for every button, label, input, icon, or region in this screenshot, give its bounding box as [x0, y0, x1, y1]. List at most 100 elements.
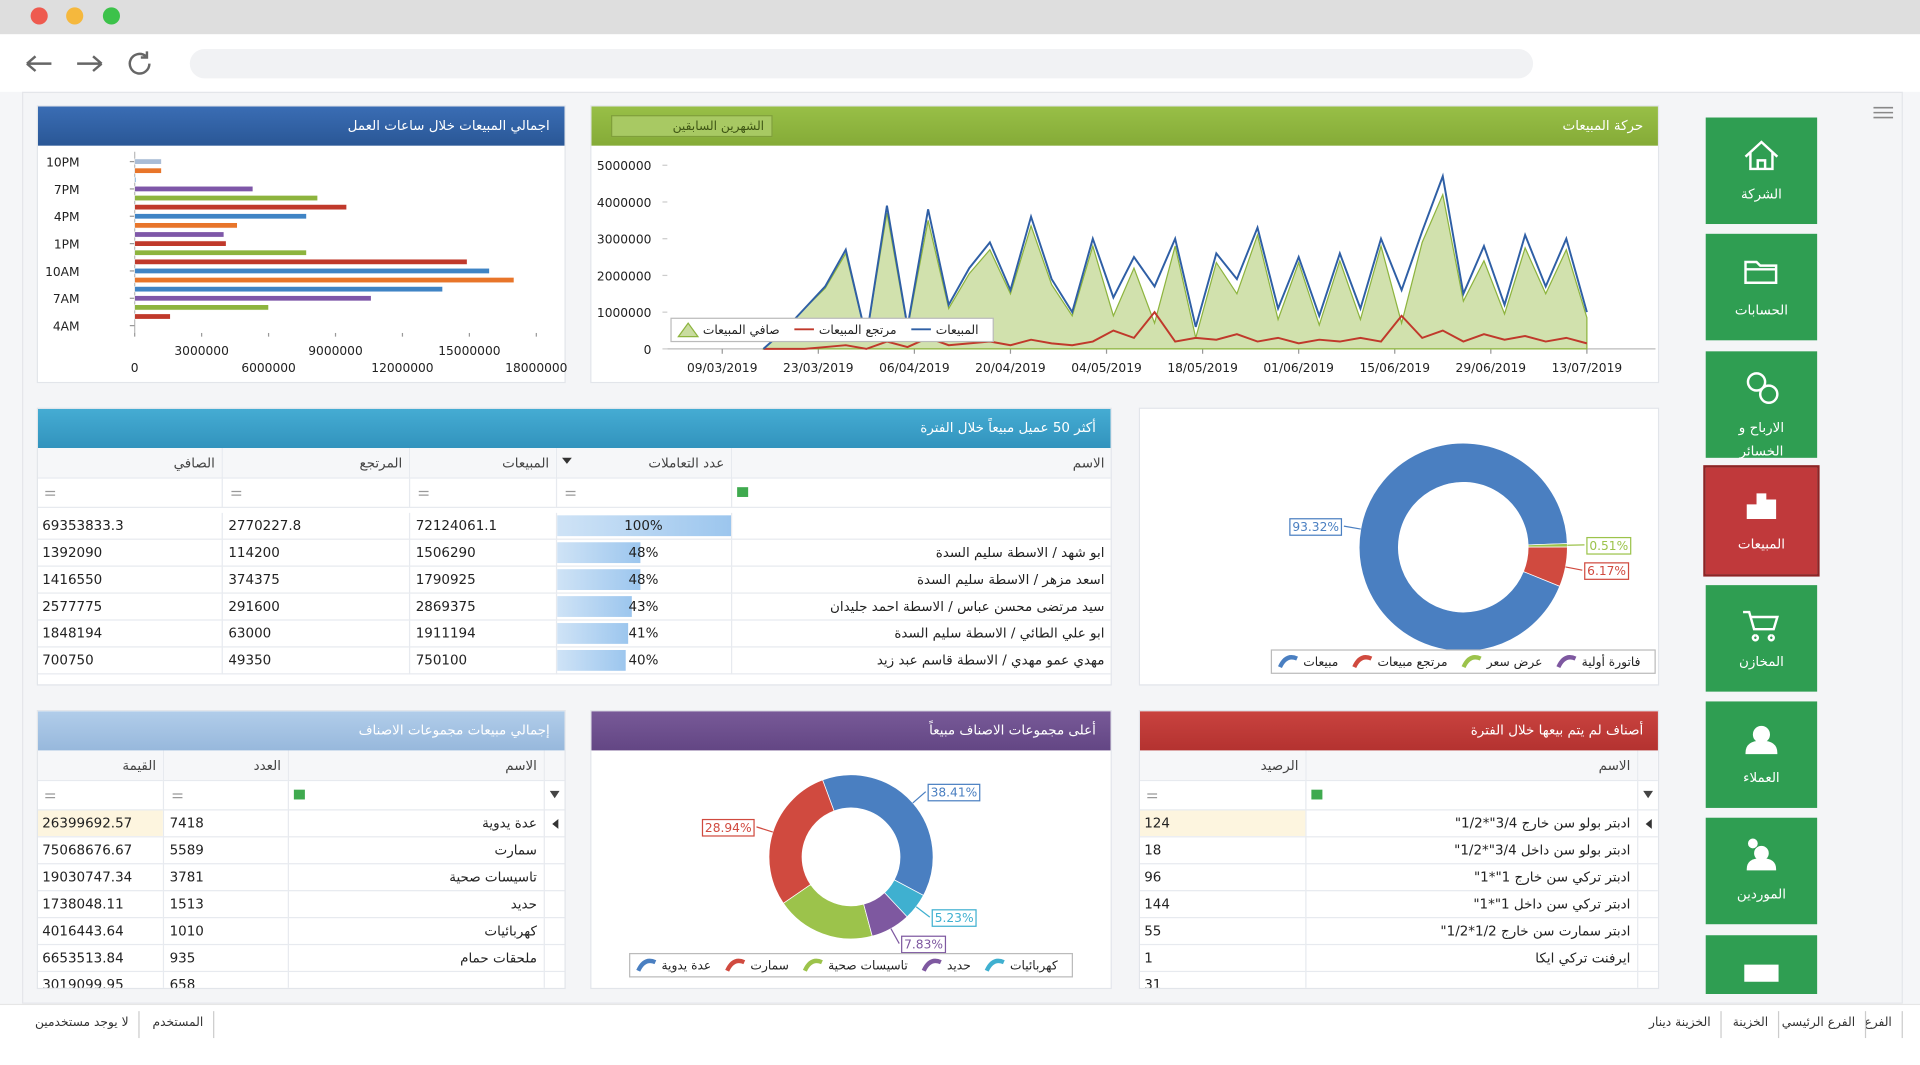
sidebar-button[interactable]: العملاء — [1705, 701, 1818, 808]
text-cell: تاسيسات صحية — [287, 863, 544, 892]
number-cell: 124 — [1140, 809, 1306, 838]
sidebar-button[interactable]: المبيعات — [1703, 465, 1820, 577]
filter-row — [1140, 780, 1658, 811]
close-button[interactable] — [30, 7, 48, 25]
data-row: ادبتر بولو سن خارج 3/4"*1/2" 124 — [1140, 809, 1658, 838]
row-indicator — [543, 863, 565, 892]
filter-equals — [1146, 793, 1157, 799]
text-cell — [730, 512, 1111, 540]
filter-type-icon — [293, 789, 305, 800]
filter-indicator — [1636, 780, 1658, 811]
number-cell: 26399692.57 — [37, 809, 163, 838]
status-item: الخزينة دينار — [1649, 1016, 1711, 1030]
filter-icon[interactable] — [171, 792, 183, 799]
filter-equals — [172, 793, 182, 799]
number-cell: 63000 — [221, 620, 409, 648]
number-cell: 1790925 — [408, 566, 556, 594]
forward-button[interactable] — [77, 55, 103, 72]
number-cell: 3019099.95 — [37, 971, 163, 988]
text-cell: ادبتر بولو سن داخل 3/4"*1/2" — [1304, 836, 1638, 865]
filter-equals — [418, 490, 428, 496]
window-titlebar — [0, 0, 1920, 35]
groups-panel: إجمالي مبيعات مجموعات الاصناف الاسم العدد ا… — [36, 710, 566, 990]
filter-cell — [408, 478, 556, 509]
status-separator — [213, 1011, 215, 1039]
filter-icon[interactable] — [1146, 792, 1158, 799]
percent-cell: 100% — [555, 512, 732, 540]
percent-cell: 41% — [555, 620, 732, 648]
number-cell: 1848194 — [37, 620, 222, 648]
text-cell: سيد مرتضى محسن عباس / الاسطة احمد جليدان — [730, 593, 1111, 621]
filter-cell — [37, 478, 222, 509]
filter-icon[interactable] — [43, 792, 55, 799]
text-cell: ملحقات حمام — [287, 944, 544, 972]
filter-type-icon — [1310, 789, 1322, 800]
filter-cell — [162, 780, 288, 811]
period-dropdown[interactable]: الشهرين السابقين — [611, 115, 773, 138]
table: الاسم العدد القيمة عدة يدوية 7418 26399692.57… — [37, 750, 565, 988]
filter-icon[interactable] — [564, 490, 576, 497]
text-cell — [1304, 971, 1638, 988]
table: الاسم عدد التعاملات المبيعات المرتجع الصافي 1… — [37, 448, 1111, 684]
data-row: ابو شهد / الاسطة سليم السدة 48% 1506290 114… — [37, 539, 1111, 567]
number-cell: 19030747.34 — [37, 863, 163, 892]
sidebar-button[interactable]: الموردين — [1705, 818, 1818, 925]
data-row: 100% 72124061.1 2770227.8 69353833.3 — [37, 512, 1111, 540]
row-indicator — [1636, 971, 1658, 988]
number-cell: 1506290 — [408, 539, 556, 567]
sidebar-label: الموردين — [1736, 886, 1786, 903]
sidebar-icon — [1744, 964, 1779, 982]
reload-button[interactable] — [128, 51, 151, 75]
sidebar-button[interactable]: المخازن — [1705, 584, 1818, 692]
filter-icon[interactable] — [417, 490, 429, 497]
status-separator — [1777, 1011, 1780, 1039]
status-separator — [1864, 1011, 1867, 1039]
filter-equals — [565, 490, 575, 496]
text-cell: ادبتر سمارت سن خارج 1/2*1/2" — [1304, 917, 1638, 946]
funnel-icon — [549, 790, 560, 799]
number-cell: 4016443.64 — [37, 917, 163, 946]
sidebar-button[interactable]: الارباح و الخسائر — [1705, 351, 1818, 459]
filter-icon[interactable] — [43, 490, 55, 497]
row-indicator — [543, 890, 565, 919]
filter-icon[interactable] — [230, 490, 242, 497]
status-item: الخزينة — [1732, 1016, 1769, 1030]
minimize-button[interactable] — [66, 7, 84, 25]
row-indicator — [1636, 890, 1658, 919]
sidebar-icon — [1745, 725, 1778, 755]
text-cell: ادبتر بولو سن خارج 3/4"*1/2" — [1304, 809, 1638, 838]
maximize-button[interactable] — [102, 7, 121, 25]
data-row: حديد 1513 1738048.11 — [37, 890, 565, 919]
percent-bar — [557, 569, 640, 591]
row-indicator — [1636, 917, 1658, 946]
window-controls — [30, 7, 121, 25]
address-bar[interactable] — [189, 48, 1534, 79]
sidebar-button[interactable]: النقدية — [1705, 934, 1818, 995]
number-cell: 1010 — [162, 917, 288, 946]
menu-button[interactable] — [1871, 105, 1895, 122]
number-cell: 144 — [1140, 890, 1306, 919]
sidebar-icon — [1746, 839, 1777, 871]
text-cell: عدة يدوية — [287, 809, 544, 838]
text-cell: ابو شهد / الاسطة سليم السدة — [730, 539, 1111, 567]
percent-bar — [557, 596, 632, 617]
status-donut-panel — [1138, 407, 1660, 686]
data-row: 658 3019099.95 — [37, 971, 565, 988]
filter-equals — [44, 490, 55, 496]
number-cell: 3781 — [162, 863, 288, 892]
data-grid: الاسم العدد القيمة عدة يدوية 7418 26399692.57… — [37, 750, 565, 988]
status-item: لا يوجد مستخدمين — [34, 1016, 129, 1030]
filter-row — [37, 780, 565, 811]
sidebar-icon — [1746, 493, 1777, 520]
filter-cell — [730, 478, 1111, 509]
sidebar-button[interactable]: الحسابات — [1705, 234, 1818, 341]
data-row: 31 — [1140, 971, 1658, 988]
back-button[interactable] — [26, 55, 52, 72]
column-header: القيمة — [37, 750, 163, 781]
filter-row — [37, 478, 1111, 509]
row-indicator — [1636, 809, 1658, 838]
column-header: المبيعات — [408, 448, 556, 479]
sales-panel: حركة المبيعات الشهرين السابقين — [590, 105, 1660, 384]
sidebar-button[interactable]: الشركة — [1705, 117, 1818, 225]
